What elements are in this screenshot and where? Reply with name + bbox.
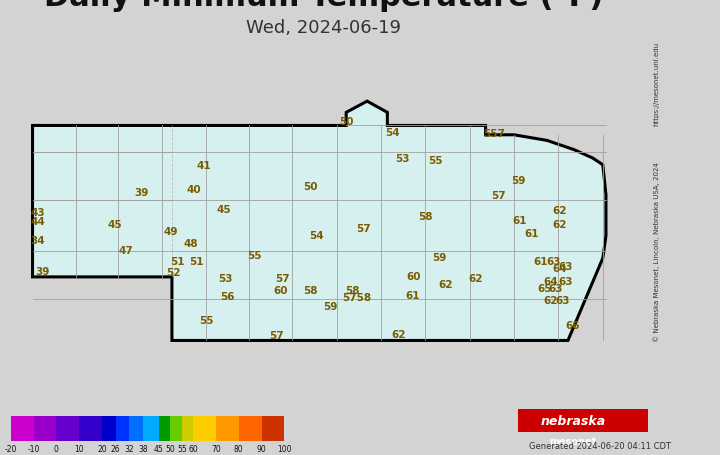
Text: 62: 62 [392,329,406,339]
Text: 39: 39 [35,267,49,277]
Text: 55: 55 [199,315,214,325]
Text: 61: 61 [512,216,526,226]
Text: 53: 53 [219,273,233,283]
Text: 57: 57 [276,273,290,283]
Text: 44: 44 [30,216,45,226]
Text: 26: 26 [111,444,120,453]
Text: 38: 38 [138,444,148,453]
Bar [102,416,116,441]
Text: 57: 57 [356,223,371,233]
Text: 56: 56 [220,291,235,301]
Text: mesonet: mesonet [549,436,596,446]
Text: 62: 62 [552,219,567,229]
Text: 65: 65 [537,283,552,293]
Text: 57: 57 [491,191,505,201]
Text: 52: 52 [166,268,181,278]
Text: 58: 58 [418,212,433,222]
Text: 63: 63 [559,277,573,287]
Text: 61: 61 [525,228,539,238]
Text: 61: 61 [534,257,548,267]
Text: 51: 51 [189,257,203,267]
Text: 50: 50 [303,182,318,192]
Text: 59: 59 [511,176,526,186]
Text: 55: 55 [177,444,186,453]
Bar [159,416,171,441]
Text: 54: 54 [309,231,324,241]
Text: 90: 90 [257,444,266,453]
Text: 45: 45 [154,444,164,453]
Text: 55: 55 [247,251,261,261]
Text: https://mesonet.unl.edu: https://mesonet.unl.edu [654,41,660,125]
Text: 20: 20 [97,444,107,453]
Text: nebraska: nebraska [540,415,606,427]
Bar [11,416,34,441]
Bar [181,416,193,441]
Text: 63: 63 [559,262,573,272]
Text: © Nebraska Mesonet, Lincoln, Nebraska USA, 2024: © Nebraska Mesonet, Lincoln, Nebraska US… [654,162,660,341]
Bar [261,416,284,441]
Bar [79,416,102,441]
Text: 62: 62 [438,279,453,289]
Text: 60: 60 [407,272,421,282]
Bar [518,410,648,432]
Text: 61: 61 [405,290,420,300]
Bar [193,416,216,441]
Text: 5758: 5758 [343,293,372,303]
Text: 63: 63 [546,257,561,267]
Text: 45: 45 [217,204,231,214]
Text: 34: 34 [30,236,45,246]
Text: 557: 557 [483,129,505,139]
Text: 54: 54 [385,127,400,137]
Text: 62: 62 [544,295,558,305]
Text: 43: 43 [30,208,45,218]
Text: 58: 58 [346,285,360,295]
Bar [130,416,143,441]
Text: 64: 64 [544,277,558,287]
Text: 53: 53 [395,154,410,164]
Text: 0: 0 [54,444,59,453]
Text: 70: 70 [211,444,221,453]
Text: 47: 47 [119,245,134,255]
Text: 59: 59 [323,301,338,311]
Text: 50: 50 [339,116,354,126]
Text: 100: 100 [277,444,292,453]
Text: Generated 2024-06-20 04:11 CDT: Generated 2024-06-20 04:11 CDT [529,441,671,450]
Bar [34,416,56,441]
Text: 32: 32 [125,444,134,453]
Text: 40: 40 [186,185,202,195]
Text: 49: 49 [163,227,178,237]
Text: 60: 60 [274,285,288,295]
Text: 57: 57 [269,330,284,340]
Polygon shape [32,102,606,341]
Bar [56,416,79,441]
Text: 50: 50 [166,444,175,453]
Text: 60: 60 [189,444,198,453]
Text: 39: 39 [135,187,149,197]
Text: 66: 66 [565,320,580,330]
Text: 63: 63 [549,283,563,293]
Text: 51: 51 [170,257,184,267]
Text: -20: -20 [4,444,17,453]
Bar [216,416,239,441]
Bar [143,416,159,441]
Text: 59: 59 [432,253,446,263]
Bar [116,416,130,441]
Text: 10: 10 [74,444,84,453]
Bar [239,416,261,441]
Text: Daily Minimum Temperature (°F): Daily Minimum Temperature (°F) [45,0,603,12]
Text: 62: 62 [469,273,483,283]
Text: -10: -10 [27,444,40,453]
Text: 62: 62 [552,206,567,216]
Text: 55: 55 [428,156,443,166]
Text: 48: 48 [184,239,198,249]
Text: 58: 58 [303,285,318,295]
Text: 64: 64 [552,263,567,273]
Text: 63: 63 [555,295,570,305]
Text: 45: 45 [107,219,122,229]
Bar [171,416,181,441]
Text: 41: 41 [197,161,211,171]
Text: Wed, 2024-06-19: Wed, 2024-06-19 [246,19,402,37]
Text: 80: 80 [234,444,243,453]
